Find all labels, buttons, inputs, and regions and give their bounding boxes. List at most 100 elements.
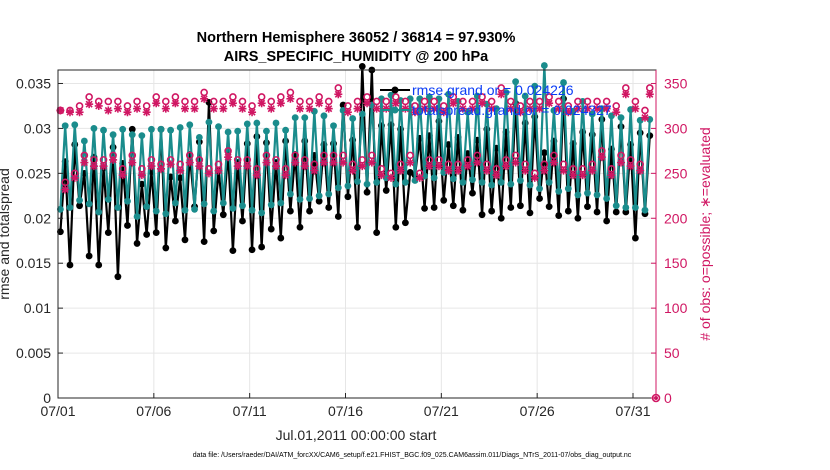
data-point-evaluated: [540, 166, 549, 175]
data-point: [85, 200, 93, 208]
y-tick-label: 0.03: [24, 120, 51, 136]
star-stroke: [507, 105, 515, 113]
star-stroke: [90, 162, 98, 170]
x-tick-label: 07/16: [328, 403, 363, 419]
data-point-evaluated: [176, 166, 185, 175]
data-point-evaluated: [636, 166, 645, 175]
data-point-evaluated: [238, 104, 247, 113]
data-point: [440, 196, 448, 204]
data-point: [76, 202, 83, 210]
star-stroke: [617, 158, 625, 167]
star-stroke: [128, 158, 136, 167]
data-point-evaluated: [329, 158, 338, 167]
data-point: [286, 190, 294, 198]
data-point-evaluated: [377, 171, 386, 180]
star-stroke: [315, 99, 323, 107]
data-point: [373, 178, 381, 186]
data-point: [205, 118, 213, 126]
data-point: [330, 122, 337, 130]
data-point: [306, 207, 313, 215]
data-point-possible: [401, 97, 410, 106]
data-point: [215, 123, 222, 131]
data-point: [574, 191, 582, 199]
data-point: [128, 131, 136, 139]
data-point: [344, 182, 352, 190]
data-point: [354, 223, 361, 231]
data-point-evaluated: [161, 104, 170, 113]
data-point: [612, 202, 620, 210]
star-stroke: [138, 171, 146, 179]
data-point-evaluated: [444, 166, 453, 175]
data-point-evaluated: [61, 185, 70, 194]
data-point-evaluated: [353, 104, 362, 113]
data-point: [325, 204, 333, 211]
star-stroke: [425, 162, 433, 170]
data-point: [286, 207, 294, 215]
data-point: [401, 178, 409, 186]
data-point: [243, 120, 251, 128]
data-point-evaluated: [142, 108, 151, 117]
data-point: [392, 180, 400, 188]
data-point: [181, 236, 189, 244]
data-point-possible: [133, 97, 141, 106]
data-point-evaluated: [214, 166, 223, 175]
data-point: [171, 199, 179, 207]
data-point-possible: [75, 102, 84, 110]
data-point-evaluated: [166, 160, 175, 169]
data-point-evaluated: [439, 108, 448, 117]
star-stroke: [430, 105, 438, 113]
star-stroke: [248, 108, 256, 116]
data-point: [531, 82, 539, 90]
data-point: [143, 203, 151, 210]
star-stroke: [210, 105, 218, 113]
data-point-possible: [368, 151, 376, 160]
data-point-possible: [229, 93, 237, 101]
data-point-evaluated: [559, 166, 568, 175]
data-point: [272, 119, 280, 127]
data-point-evaluated: [511, 158, 520, 167]
data-point: [143, 231, 151, 238]
data-point-possible: [334, 84, 343, 92]
data-point: [516, 177, 524, 184]
data-point-evaluated: [104, 106, 113, 115]
data-point: [248, 246, 256, 254]
data-point-evaluated: [243, 162, 252, 171]
star-stroke: [305, 105, 314, 113]
star-stroke: [296, 105, 304, 113]
data-point-evaluated: [449, 99, 458, 108]
star-stroke: [564, 108, 572, 116]
data-point-possible: [535, 97, 544, 106]
star-stroke: [186, 158, 194, 167]
data-point-evaluated: [382, 104, 391, 113]
data-point-possible: [286, 88, 295, 97]
y-tick-label: 0.02: [24, 210, 51, 226]
y-tick-label: 0.035: [16, 75, 51, 91]
star-stroke: [368, 158, 376, 167]
data-point: [382, 174, 390, 182]
data-point-evaluated: [267, 104, 276, 113]
data-point: [334, 184, 342, 192]
star-stroke: [181, 105, 189, 113]
data-point-possible: [641, 106, 649, 115]
data-point: [138, 132, 146, 140]
data-point-possible: [574, 97, 582, 106]
star-stroke: [301, 162, 309, 170]
data-point: [310, 107, 318, 115]
star-stroke: [454, 167, 462, 175]
data-point: [588, 110, 596, 118]
data-point: [133, 213, 141, 220]
data-point: [152, 229, 160, 237]
data-point: [171, 217, 179, 225]
data-point: [234, 127, 242, 135]
star-stroke: [329, 158, 338, 167]
data-point-possible: [291, 151, 299, 160]
data-point: [526, 181, 534, 189]
star-stroke: [258, 99, 266, 107]
star-stroke: [569, 171, 577, 179]
data-point-evaluated: [305, 104, 314, 113]
data-point: [263, 127, 270, 135]
y-axis-label-right: # of obs: o=possible; ∗=evaluated: [697, 127, 713, 340]
data-point-evaluated: [137, 171, 146, 180]
series-totalspread: [56, 62, 654, 220]
